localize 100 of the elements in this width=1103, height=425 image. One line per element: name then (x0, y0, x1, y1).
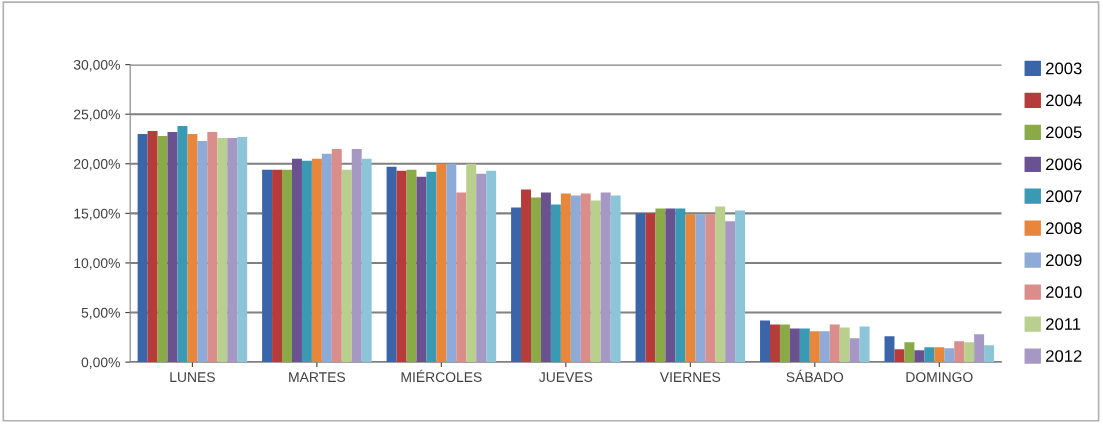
x-tick-label: MIÉRCOLES (401, 369, 482, 383)
bar (466, 163, 477, 363)
bar (530, 197, 541, 363)
bar (789, 328, 800, 363)
legend-label: 2010 (1046, 286, 1082, 299)
bar (550, 204, 561, 363)
bar (486, 170, 497, 363)
bar (590, 200, 601, 363)
bar (436, 163, 447, 363)
x-tick-label: LUNES (170, 372, 215, 383)
bar (262, 169, 273, 363)
bar (635, 213, 646, 363)
bar (331, 148, 342, 363)
bar (914, 350, 925, 363)
bar (665, 208, 676, 363)
bar (984, 345, 995, 363)
x-tick-label: JUEVES (539, 372, 593, 383)
x-tick-label: DOMINGO (906, 372, 973, 383)
bar (341, 169, 352, 363)
bar (779, 324, 790, 363)
bar (849, 338, 860, 363)
bar (769, 324, 780, 363)
bar (157, 136, 168, 363)
x-tick-label: SÁBADO (786, 369, 844, 383)
bar (197, 140, 208, 363)
x-tick-label: MARTES (289, 372, 346, 383)
legend-label: 2006 (1046, 158, 1082, 171)
bar (610, 195, 621, 363)
bar (237, 136, 248, 363)
bar (521, 189, 531, 363)
y-tick-label: 20,00% (74, 159, 120, 171)
bar (511, 207, 522, 363)
bar (600, 192, 611, 363)
bar (217, 137, 228, 363)
bar (924, 347, 935, 363)
bar (839, 327, 850, 363)
bar (361, 158, 372, 363)
bar (685, 214, 696, 363)
bar (540, 192, 551, 363)
bar (207, 132, 218, 363)
bar (396, 170, 407, 363)
bar (187, 134, 198, 363)
bar (725, 221, 736, 363)
legend-label: 2004 (1046, 94, 1082, 107)
bar (715, 206, 726, 363)
bar (177, 126, 188, 363)
legend-label: 2009 (1046, 254, 1082, 267)
bar (735, 210, 746, 363)
bar (321, 153, 332, 363)
bar (351, 148, 362, 363)
y-tick-label: 5,00% (81, 307, 120, 320)
bar (819, 331, 830, 363)
y-tick-label: 30,00% (73, 59, 120, 72)
bar (675, 208, 686, 363)
bar (859, 326, 870, 363)
bar (829, 324, 840, 363)
bar (954, 341, 965, 363)
legend-label: 2005 (1046, 126, 1082, 139)
bar (570, 195, 581, 363)
bar (560, 193, 571, 363)
bar (137, 134, 148, 363)
bar (291, 158, 302, 363)
bar (446, 163, 457, 363)
bar (282, 169, 292, 363)
legend-label: 2012 (1046, 350, 1082, 362)
bar (904, 342, 915, 363)
y-tick-label: 15,00% (74, 208, 120, 221)
bar (456, 192, 467, 363)
bar (386, 166, 397, 363)
bar (974, 334, 985, 363)
legend-label: 2008 (1046, 222, 1082, 235)
y-tick-label: 0,00% (81, 357, 120, 369)
bar (272, 169, 283, 363)
legend-label: 2007 (1046, 190, 1082, 203)
x-tick-label: VIERNES (659, 372, 721, 383)
bar (167, 132, 178, 363)
bar (645, 213, 656, 363)
bar (944, 348, 955, 363)
legend-label: 2011 (1046, 318, 1081, 330)
bar (799, 328, 810, 363)
y-tick-label: 25,00% (74, 109, 120, 121)
legend-label: 2003 (1046, 62, 1082, 75)
bar (416, 176, 427, 363)
bar (894, 349, 905, 363)
bar (705, 214, 716, 363)
bar (311, 158, 322, 363)
bar (580, 193, 591, 363)
bar (227, 137, 238, 363)
bar (760, 320, 770, 363)
bar (147, 131, 158, 363)
bar (476, 173, 487, 363)
bar (809, 331, 820, 363)
bar (301, 160, 312, 363)
bar (655, 208, 666, 363)
bar (406, 169, 417, 363)
bar (695, 214, 706, 363)
y-tick-label: 10,00% (74, 258, 120, 270)
bar (934, 347, 945, 363)
bar (884, 336, 895, 363)
bar (426, 171, 437, 363)
